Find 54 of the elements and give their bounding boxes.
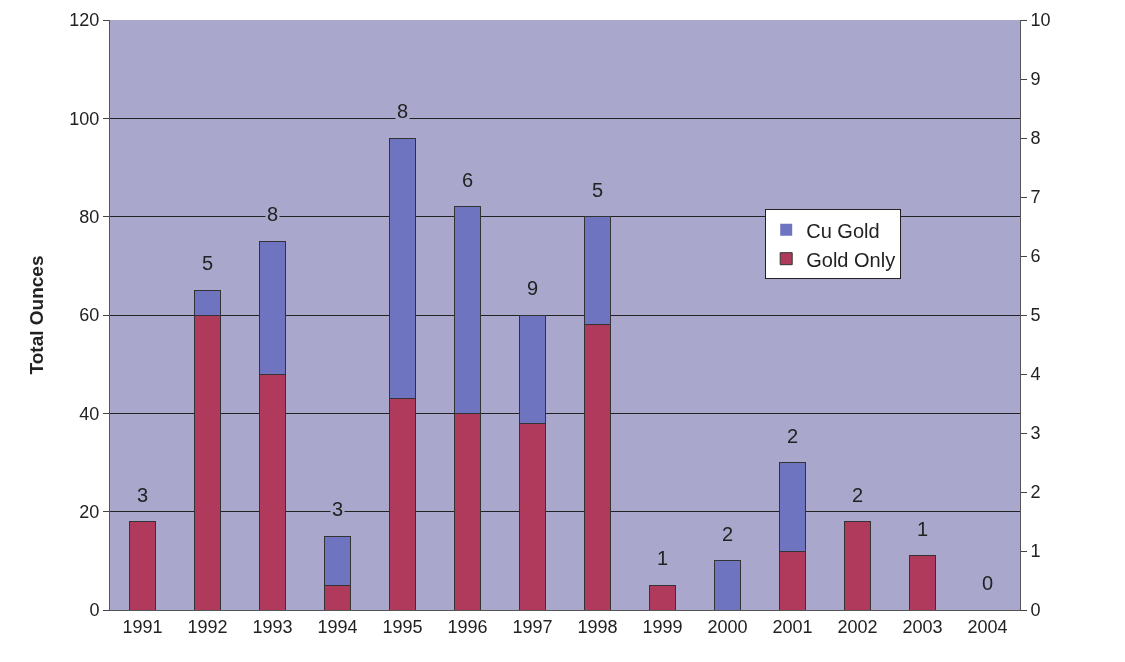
- y-tick-label: 100: [69, 108, 100, 129]
- x-tick-label: 1993: [252, 616, 293, 637]
- x-tick-label: 1998: [577, 616, 618, 637]
- annotation: 8: [397, 100, 409, 122]
- x-tick-label: 1997: [512, 616, 553, 637]
- y2-tick-label: 2: [1030, 482, 1041, 503]
- annotation: 0: [982, 572, 994, 594]
- y2-tick-label: 3: [1030, 423, 1041, 444]
- y2-tick-label: 6: [1030, 246, 1041, 267]
- annotation: 1: [917, 518, 929, 540]
- y-tick-label: 20: [79, 501, 100, 522]
- x-tick-label: 2000: [707, 616, 748, 637]
- annotation: 3: [137, 484, 149, 506]
- bar: [649, 584, 676, 610]
- x-tick-label: 1992: [187, 616, 228, 637]
- y2-tick-label: 5: [1030, 305, 1041, 326]
- annotation: 6: [462, 169, 474, 191]
- y2-tick-label: 10: [1030, 10, 1051, 31]
- y2-tick-label: 0: [1030, 600, 1041, 621]
- annotation: 8: [267, 203, 279, 225]
- annotation: 3: [332, 498, 344, 520]
- annotation: 2: [787, 425, 799, 447]
- y-tick-label: 40: [79, 403, 100, 424]
- annotation: 9: [527, 277, 539, 299]
- annotation: 2: [722, 523, 734, 545]
- x-tick-label: 1996: [447, 616, 488, 637]
- legend-label: Cu Gold: [806, 219, 880, 242]
- y-tick-label: 80: [79, 206, 100, 227]
- x-tick-label: 1999: [642, 616, 683, 637]
- annotation: 2: [852, 484, 864, 506]
- y2-tick-label: 7: [1030, 187, 1041, 208]
- x-tick-label: 1994: [317, 616, 358, 637]
- y-tick-label: 60: [79, 305, 100, 326]
- y-tick-label: 120: [69, 10, 100, 31]
- x-tick-label: 2001: [772, 616, 813, 637]
- y2-tick-label: 8: [1030, 128, 1041, 149]
- bar: [714, 560, 741, 610]
- x-tick-label: 2002: [837, 616, 878, 637]
- legend-label: Gold Only: [806, 248, 896, 271]
- y2-tick-label: 9: [1030, 69, 1041, 90]
- bar: [129, 521, 156, 610]
- bar: [844, 521, 871, 610]
- annotation: 1: [657, 547, 669, 569]
- y2-tick-label: 4: [1030, 364, 1041, 385]
- y2-tick-label: 1: [1030, 541, 1041, 562]
- bar: [909, 555, 936, 610]
- annotation: 5: [592, 179, 604, 201]
- annotation: 5: [202, 252, 214, 274]
- y-axis-title: Total Ounces: [26, 255, 48, 375]
- x-tick-label: 2003: [902, 616, 943, 637]
- y-tick-label: 0: [89, 600, 100, 621]
- x-tick-label: 2004: [967, 616, 1008, 637]
- x-tick-label: 1991: [122, 616, 163, 637]
- x-tick-label: 1995: [382, 616, 423, 637]
